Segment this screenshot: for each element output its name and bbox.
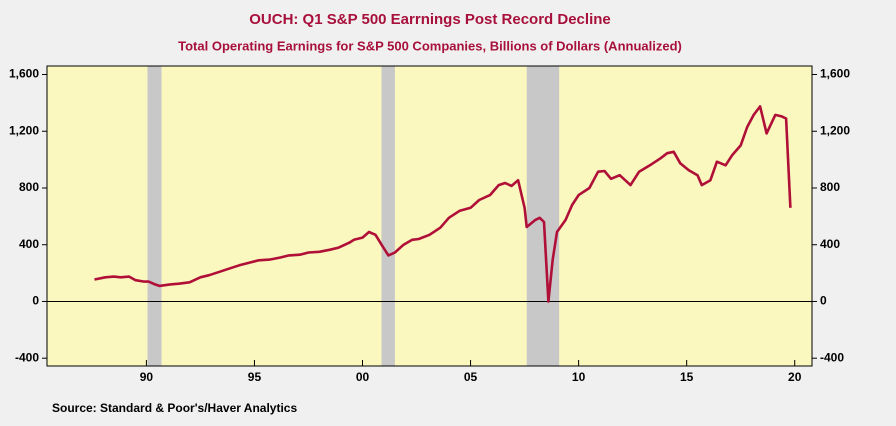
x-tick-label: 00 — [356, 370, 370, 384]
earnings-line — [94, 105, 792, 303]
x-tick-label: 10 — [572, 370, 586, 384]
x-tick-label: 20 — [788, 370, 802, 384]
plot-area — [47, 66, 812, 366]
x-tick-label: 15 — [680, 370, 694, 384]
y2-tick-label: 1,200 — [820, 123, 850, 137]
x-tick-label: 95 — [248, 370, 262, 384]
y-tick-label: 1,600 — [9, 67, 39, 81]
chart-title: OUCH: Q1 S&P 500 Earrnings Post Record D… — [249, 11, 611, 28]
y2-tick-label: 1,600 — [820, 67, 850, 81]
plot-frame — [46, 65, 813, 367]
y2-tick-label: 0 — [820, 294, 827, 308]
recession-band — [526, 66, 560, 366]
y2-tick-label: 800 — [820, 180, 840, 194]
recession-band — [147, 66, 162, 366]
chart-subtitle: Total Operating Earnings for S&P 500 Com… — [178, 38, 682, 53]
recession-band — [381, 66, 395, 366]
y-tick-label: -400 — [15, 350, 39, 364]
y-tick-label: 1,200 — [9, 123, 39, 137]
y-tick-label: 0 — [32, 294, 39, 308]
source-note: Source: Standard & Poor's/Haver Analytic… — [52, 401, 297, 415]
y-tick-label: 400 — [19, 237, 39, 251]
x-tick-label: 05 — [464, 370, 478, 384]
y2-tick-label: -400 — [820, 350, 844, 364]
y-tick-label: 800 — [19, 180, 39, 194]
y2-tick-label: 400 — [820, 237, 840, 251]
x-tick-label: 90 — [140, 370, 154, 384]
